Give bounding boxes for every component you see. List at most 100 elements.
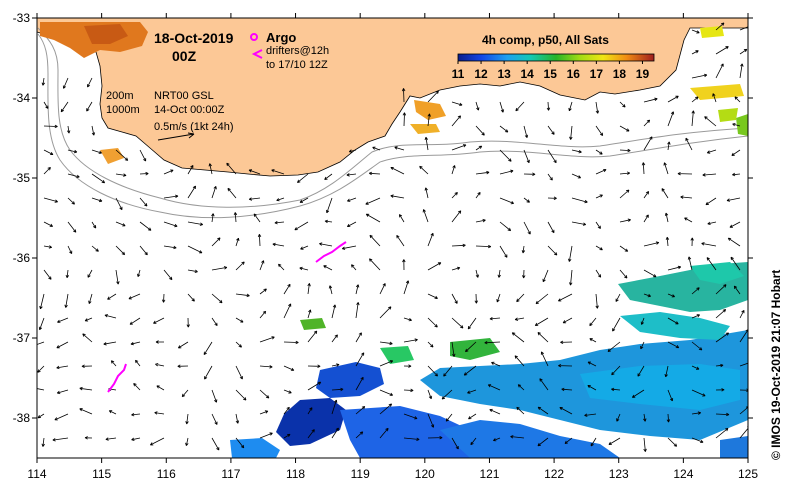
current-vector — [489, 316, 501, 321]
current-vector — [547, 125, 555, 135]
drifters-range: to 17/10 12Z — [266, 59, 328, 71]
current-vector — [496, 293, 501, 303]
current-vector — [307, 429, 315, 439]
current-vector — [139, 171, 149, 176]
current-vector — [667, 293, 675, 298]
current-vector — [451, 192, 458, 199]
current-vector — [67, 197, 75, 205]
current-vector — [235, 341, 242, 348]
current-vector — [79, 386, 93, 391]
current-vector — [715, 427, 729, 439]
current-vector — [57, 317, 69, 323]
colorbar — [457, 53, 655, 62]
current-vector — [348, 149, 357, 153]
current-vector — [86, 101, 93, 112]
current-vector — [726, 197, 741, 202]
current-vector — [52, 437, 69, 442]
current-vector — [643, 97, 658, 103]
colorbar-title: 4h comp, p50, All Sats — [482, 33, 609, 47]
current-vector — [211, 293, 223, 304]
current-vector — [515, 101, 525, 112]
current-vector — [523, 172, 536, 176]
current-vector — [584, 413, 597, 417]
current-vector — [571, 173, 582, 179]
current-vector — [37, 413, 45, 419]
current-vector — [43, 269, 52, 280]
current-vector — [257, 234, 262, 247]
current-vector — [424, 136, 429, 151]
current-vector — [667, 95, 679, 103]
current-vector — [427, 90, 439, 103]
current-vector — [233, 212, 238, 223]
current-vector — [595, 194, 603, 199]
current-vector — [619, 245, 629, 252]
current-vector — [139, 221, 152, 231]
current-vector — [103, 341, 117, 346]
current-vector — [115, 221, 126, 227]
current-vector — [115, 197, 123, 211]
current-vector — [379, 389, 394, 396]
current-vector — [88, 293, 93, 304]
current-vector — [307, 283, 311, 295]
current-vector — [739, 26, 748, 31]
current-vector — [619, 125, 630, 132]
current-vector — [499, 221, 512, 232]
current-vector — [203, 341, 213, 356]
y-tick-label: -37 — [13, 331, 31, 345]
current-vector — [294, 221, 309, 231]
current-vector — [701, 242, 717, 247]
current-vector — [402, 259, 406, 271]
current-vector — [235, 437, 245, 449]
current-vector — [643, 119, 651, 127]
current-vector — [226, 162, 237, 175]
current-vector — [369, 234, 381, 247]
current-vector — [84, 436, 93, 440]
current-vector — [235, 413, 240, 424]
current-vector — [619, 269, 628, 279]
current-vector — [595, 101, 600, 114]
current-vector — [355, 302, 360, 319]
current-vector — [43, 101, 49, 109]
current-vector — [595, 169, 607, 175]
drifter-track-2 — [107, 363, 127, 393]
colorbar-tick-label: 18 — [613, 67, 627, 81]
isobath-200m — [37, 27, 748, 208]
current-vector — [489, 408, 501, 415]
current-vector — [451, 115, 461, 127]
current-vector — [278, 263, 285, 271]
current-vector — [259, 310, 267, 319]
current-vector — [595, 125, 604, 136]
current-vector — [403, 280, 410, 295]
current-vector — [643, 191, 650, 199]
current-vector — [677, 171, 693, 176]
current-vector — [110, 360, 117, 367]
current-vector — [355, 406, 366, 415]
current-vector — [643, 269, 657, 278]
current-vector — [300, 245, 309, 250]
current-vector — [535, 293, 549, 305]
current-vector — [611, 365, 621, 376]
current-vector — [691, 437, 704, 443]
current-vector — [523, 125, 529, 138]
current-vector — [587, 361, 597, 367]
current-vector — [558, 363, 573, 368]
current-vector — [474, 293, 478, 304]
current-vector — [91, 245, 99, 252]
current-vector — [499, 149, 512, 162]
current-vector — [130, 341, 141, 346]
current-vector — [115, 245, 126, 256]
current-vector — [547, 173, 553, 181]
current-vector — [616, 413, 621, 422]
current-vector — [484, 340, 501, 345]
current-vector — [187, 165, 194, 175]
product-label: NRT00 GSL — [154, 90, 214, 102]
current-vector — [324, 173, 333, 180]
current-vector — [41, 437, 45, 447]
current-vector — [129, 317, 141, 325]
current-vector — [619, 189, 630, 199]
current-vector — [691, 110, 695, 127]
current-vector — [187, 221, 204, 226]
current-vector — [259, 410, 269, 415]
x-tick-label: 125 — [738, 467, 758, 481]
current-vector — [589, 317, 597, 327]
